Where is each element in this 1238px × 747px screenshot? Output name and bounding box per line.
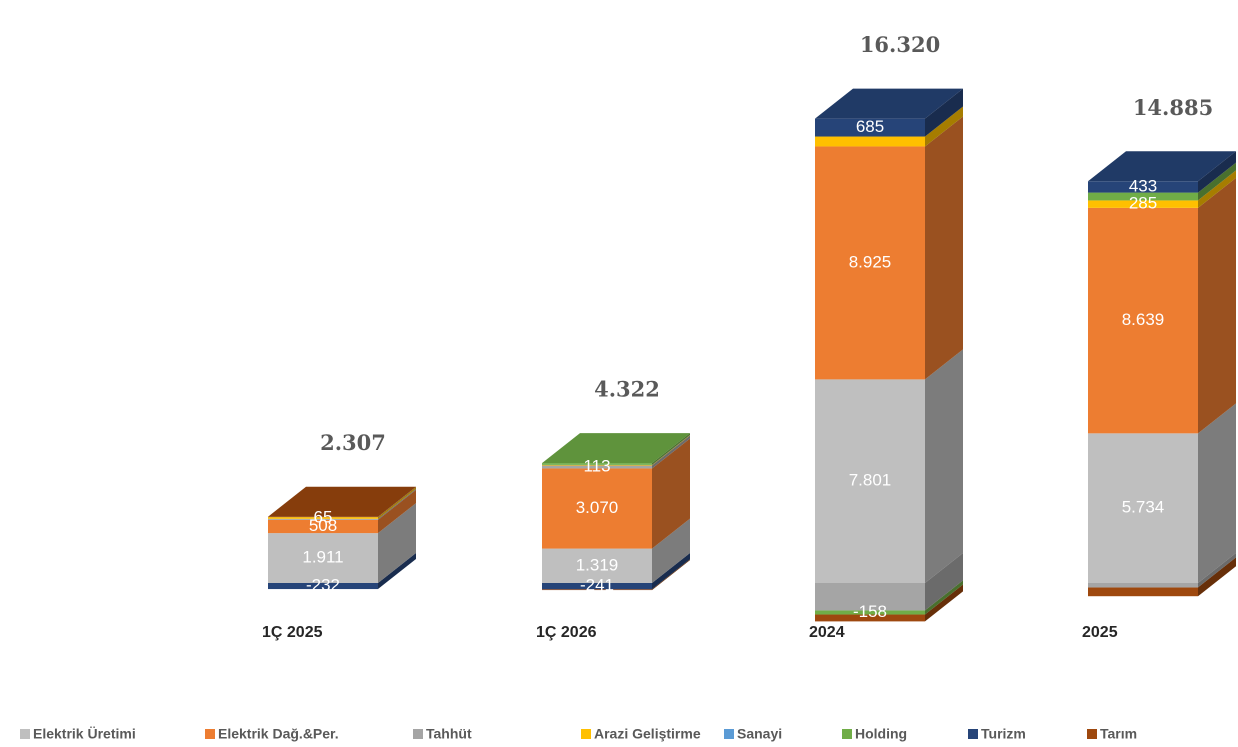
bar-segment — [542, 548, 652, 583]
data-label: 65 — [314, 507, 333, 526]
bar-segment — [815, 136, 925, 147]
legend-swatch — [724, 729, 734, 739]
data-label: 1.319 — [576, 555, 619, 574]
data-label: 5.734 — [1122, 498, 1165, 517]
bar-side — [652, 435, 690, 469]
total-label: 14.885 — [1133, 95, 1213, 120]
legend-label: Elektrik Üretimi — [33, 726, 136, 742]
bar-top — [1088, 151, 1236, 182]
bar-segment — [268, 533, 378, 583]
legend-label: Holding — [855, 726, 907, 742]
data-label: 3.070 — [576, 498, 619, 517]
legend-label: Tarım — [1100, 726, 1137, 742]
bar-top — [542, 433, 690, 464]
data-label: 285 — [1129, 194, 1157, 213]
bar-segment — [1088, 181, 1198, 193]
bar-segment — [1088, 192, 1198, 201]
bar-segment — [1088, 587, 1198, 597]
data-label: -232 — [306, 576, 340, 595]
bar-side — [652, 518, 690, 583]
data-label: 685 — [856, 117, 884, 136]
bar-side — [925, 580, 963, 615]
bar-segment — [815, 379, 925, 583]
bar-side — [1198, 553, 1236, 588]
bar-segment — [815, 146, 925, 380]
bar-segment — [268, 517, 378, 519]
data-label: 433 — [1129, 176, 1157, 195]
bar-side — [1198, 170, 1236, 208]
x-tick-label: 1Ç 2026 — [536, 624, 597, 641]
legend-swatch — [581, 729, 591, 739]
data-label: 1.911 — [302, 548, 343, 567]
bar-side — [652, 438, 690, 549]
bar-side — [1198, 177, 1236, 434]
bar-segment — [268, 583, 378, 590]
bar-top — [815, 88, 963, 119]
bar-segment — [542, 464, 652, 466]
bar-segment — [542, 465, 652, 469]
total-label: 4.322 — [594, 377, 660, 402]
bar-segment — [268, 518, 378, 520]
total-label: 2.307 — [320, 430, 386, 455]
bar-side — [1198, 151, 1236, 193]
bar-segment — [542, 468, 652, 549]
bar-side — [652, 433, 690, 465]
bar-side — [925, 116, 963, 380]
legend-swatch — [842, 729, 852, 739]
legend-swatch — [968, 729, 978, 739]
bar-side — [652, 434, 690, 466]
bar-side — [378, 486, 416, 518]
bar-side — [1198, 557, 1236, 597]
bar-side — [652, 434, 690, 465]
data-label: -241 — [580, 576, 614, 595]
bar-segment — [815, 614, 925, 622]
bar-segment — [542, 463, 652, 465]
x-tick-label: 2025 — [1082, 624, 1118, 641]
bar-side — [378, 553, 416, 590]
bar-side — [378, 489, 416, 534]
bar-side — [925, 553, 963, 611]
data-label: 113 — [583, 456, 610, 475]
data-label: 8.639 — [1122, 310, 1165, 329]
legend-label: Turizm — [981, 726, 1026, 742]
data-label: 8.925 — [849, 252, 892, 271]
bar-side — [378, 503, 416, 583]
bar-side — [652, 559, 690, 591]
legend-label: Elektrik Dağ.&Per. — [218, 726, 339, 742]
x-tick-label: 2024 — [809, 624, 845, 641]
bar-side — [925, 106, 963, 147]
bar-segment — [268, 519, 378, 534]
bar-side — [925, 88, 963, 137]
legend-swatch — [413, 729, 423, 739]
legend-label: Sanayi — [737, 726, 782, 742]
legend-swatch — [20, 729, 30, 739]
bar-segment — [1088, 200, 1198, 208]
bar-side — [925, 584, 963, 622]
bar-side — [378, 487, 416, 519]
legend-label: Tahhüt — [426, 726, 472, 742]
data-label: -158 — [853, 602, 887, 621]
bar-segment — [1088, 583, 1198, 588]
legend-label: Arazi Geliştirme — [594, 726, 701, 742]
legend-swatch — [1087, 729, 1097, 739]
bar-segment — [1088, 433, 1198, 583]
bar-side — [652, 553, 690, 590]
bar-segment — [815, 583, 925, 611]
bar-segment — [542, 589, 652, 591]
bar-segment — [815, 610, 925, 615]
data-label: 508 — [309, 516, 337, 535]
bar-side — [925, 349, 963, 583]
total-label: 16.320 — [860, 32, 940, 57]
bar-segment — [815, 118, 925, 137]
bar-segment — [1088, 207, 1198, 434]
x-tick-label: 1Ç 2025 — [262, 624, 323, 641]
bar-segment — [542, 583, 652, 590]
bar-side — [378, 488, 416, 520]
bar-top — [268, 486, 416, 517]
bar-side — [1198, 403, 1236, 583]
legend-swatch — [205, 729, 215, 739]
bar-side — [1198, 162, 1236, 201]
data-label: 7.801 — [849, 471, 892, 490]
